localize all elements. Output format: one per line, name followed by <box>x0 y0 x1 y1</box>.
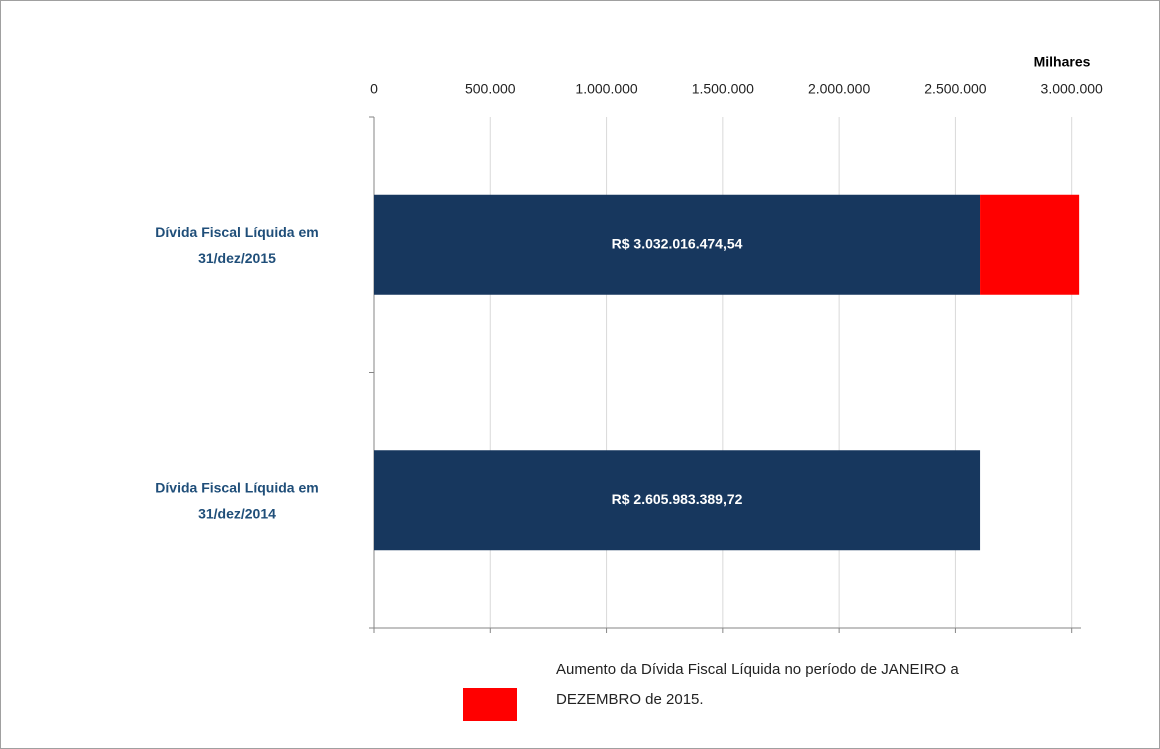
x-tick-label: 500.000 <box>465 81 516 97</box>
x-tick-label: 1.500.000 <box>692 81 754 97</box>
data-label: R$ 2.605.983.389,72 <box>612 491 743 507</box>
x-tick-label: 3.000.000 <box>1041 81 1103 97</box>
x-tick-label: 0 <box>370 81 378 97</box>
y-tick-label: Dívida Fiscal Líquida em 31/dez/2015 <box>155 223 318 265</box>
x-tick-label: 2.500.000 <box>924 81 986 97</box>
y-tick-label: Dívida Fiscal Líquida em 31/dez/2014 <box>155 479 318 521</box>
bar <box>374 194 981 295</box>
bar <box>374 450 981 551</box>
legend-label: Aumento da Dívida Fiscal Líquida no perí… <box>556 661 959 708</box>
axis-unit: Milhares <box>1034 54 1091 70</box>
x-tick-label: 1.000.000 <box>575 81 637 97</box>
x-tick-label: 2.000.000 <box>808 81 870 97</box>
data-label: R$ 3.032.016.474,54 <box>612 235 743 251</box>
bar <box>980 194 1080 295</box>
legend-swatch <box>463 688 517 721</box>
